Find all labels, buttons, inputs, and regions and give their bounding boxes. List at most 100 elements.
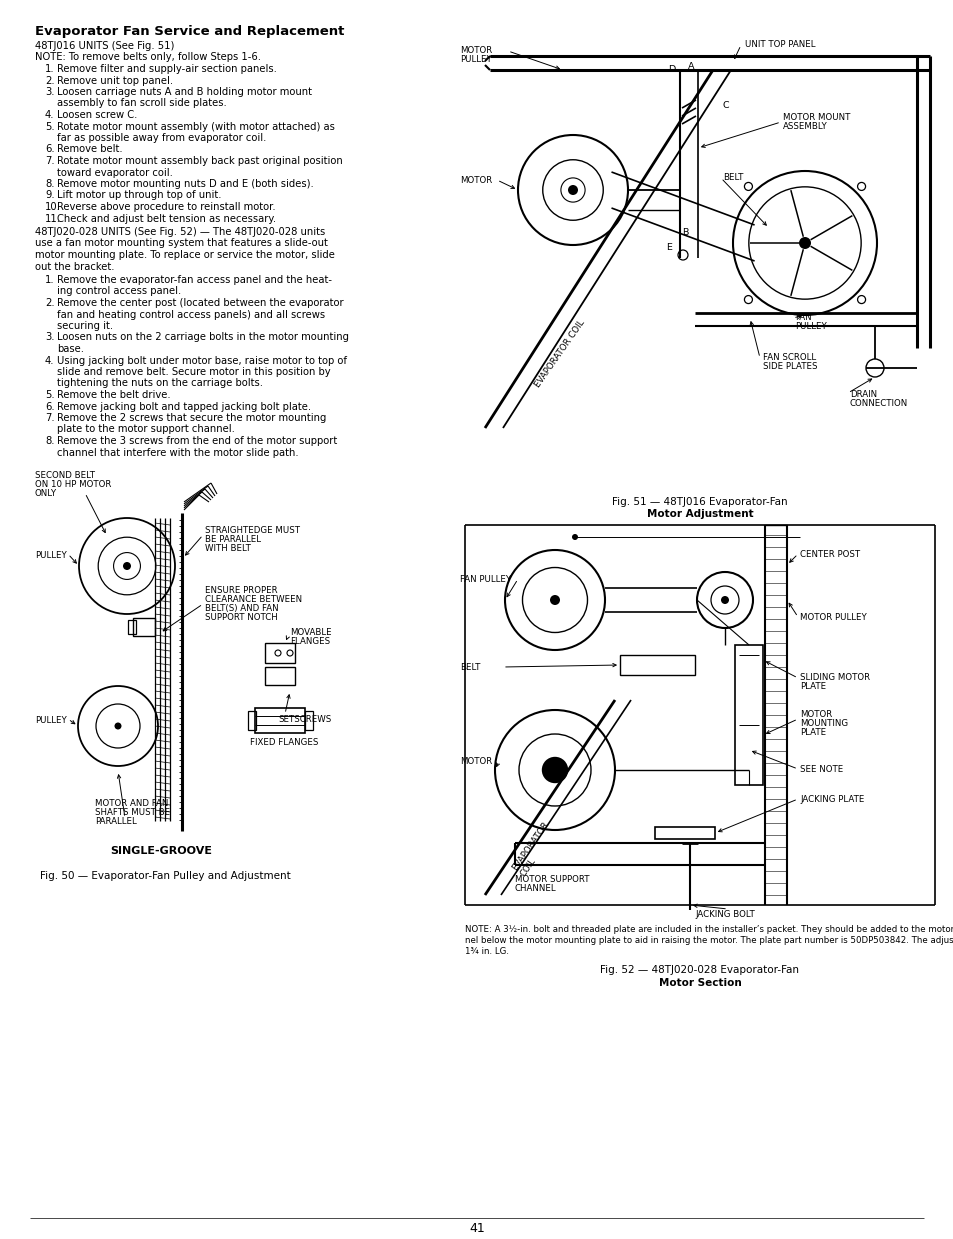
- Text: Using jacking bolt under motor base, raise motor to top of: Using jacking bolt under motor base, rai…: [57, 356, 347, 366]
- Text: MOTOR PULLEY: MOTOR PULLEY: [800, 613, 866, 622]
- Text: Remove belt.: Remove belt.: [57, 145, 123, 155]
- Text: 6.: 6.: [45, 401, 54, 411]
- Text: 4.: 4.: [45, 356, 54, 366]
- Text: JACKING BOLT: JACKING BOLT: [695, 909, 754, 919]
- Text: Remove the 3 screws from the end of the motor support: Remove the 3 screws from the end of the …: [57, 436, 337, 446]
- Text: FAN SCROLL: FAN SCROLL: [762, 353, 815, 362]
- Text: base.: base.: [57, 344, 84, 354]
- Circle shape: [567, 185, 578, 195]
- Text: Remove the evaporator-fan access panel and the heat-: Remove the evaporator-fan access panel a…: [57, 275, 332, 285]
- Text: tightening the nuts on the carriage bolts.: tightening the nuts on the carriage bolt…: [57, 378, 263, 389]
- Text: NOTE: To remove belts only, follow Steps 1-6.: NOTE: To remove belts only, follow Steps…: [35, 52, 261, 62]
- Text: Loosen carriage nuts A and B holding motor mount: Loosen carriage nuts A and B holding mot…: [57, 87, 312, 97]
- Text: SUPPORT NOTCH: SUPPORT NOTCH: [205, 613, 277, 622]
- Text: 10.: 10.: [45, 202, 61, 212]
- Text: Remove the 2 screws that secure the motor mounting: Remove the 2 screws that secure the moto…: [57, 413, 326, 422]
- Text: 8.: 8.: [45, 436, 54, 446]
- Text: Reverse above procedure to reinstall motor.: Reverse above procedure to reinstall mot…: [57, 202, 275, 212]
- Text: Fig. 51 — 48TJ016 Evaporator-Fan: Fig. 51 — 48TJ016 Evaporator-Fan: [612, 497, 787, 507]
- Text: WITH BELT: WITH BELT: [205, 544, 251, 553]
- Bar: [254, 707, 305, 733]
- Text: E: E: [665, 243, 671, 252]
- Bar: [305, 711, 313, 730]
- Text: SINGLE-GROOVE: SINGLE-GROOVE: [110, 846, 212, 856]
- Text: 9.: 9.: [45, 191, 54, 201]
- Text: Check and adjust belt tension as necessary.: Check and adjust belt tension as necessa…: [57, 213, 275, 223]
- Circle shape: [541, 757, 568, 783]
- Text: 3.: 3.: [45, 87, 54, 97]
- Text: out the bracket.: out the bracket.: [35, 261, 114, 271]
- Text: FIXED FLANGES: FIXED FLANGES: [250, 738, 318, 747]
- Text: ASSEMBLY: ASSEMBLY: [782, 121, 827, 131]
- Text: 5.: 5.: [45, 121, 54, 131]
- Bar: [248, 711, 255, 730]
- Text: 11.: 11.: [45, 213, 61, 223]
- Text: SHAFTS MUST BE: SHAFTS MUST BE: [95, 808, 170, 817]
- Text: Fig. 52 — 48TJ020-028 Evaporator-Fan: Fig. 52 — 48TJ020-028 Evaporator-Fan: [599, 965, 799, 975]
- Text: PULLEY: PULLEY: [35, 551, 67, 560]
- Text: toward evaporator coil.: toward evaporator coil.: [57, 167, 172, 177]
- Text: BELT(S) AND FAN: BELT(S) AND FAN: [205, 603, 278, 613]
- Text: 1¾ in. LG.: 1¾ in. LG.: [464, 947, 509, 957]
- Bar: [132, 618, 154, 636]
- Text: SIDE PLATES: SIDE PLATES: [762, 362, 817, 370]
- Text: SETSCREWS: SETSCREWS: [277, 715, 331, 724]
- Circle shape: [720, 596, 728, 603]
- Circle shape: [550, 595, 559, 605]
- Text: MOTOR AND FAN: MOTOR AND FAN: [95, 799, 168, 808]
- Text: Lift motor up through top of unit.: Lift motor up through top of unit.: [57, 191, 221, 201]
- Text: Remove filter and supply-air section panels.: Remove filter and supply-air section pan…: [57, 64, 276, 74]
- Text: MOTOR: MOTOR: [459, 757, 492, 766]
- Text: far as possible away from evaporator coil.: far as possible away from evaporator coi…: [57, 133, 266, 142]
- Text: DRAIN: DRAIN: [849, 390, 876, 399]
- Text: EVAPORATOR
COIL: EVAPORATOR COIL: [510, 820, 558, 878]
- Text: JACKING PLATE: JACKING PLATE: [800, 795, 863, 804]
- Text: PULLEY: PULLEY: [794, 322, 826, 331]
- Text: 7.: 7.: [45, 413, 54, 422]
- Text: ing control access panel.: ing control access panel.: [57, 286, 181, 296]
- Text: 2.: 2.: [45, 299, 54, 309]
- Circle shape: [114, 722, 121, 730]
- Text: CONNECTION: CONNECTION: [849, 399, 907, 408]
- Text: 1.: 1.: [45, 275, 54, 285]
- Text: BE PARALLEL: BE PARALLEL: [205, 535, 261, 544]
- Text: SLIDING MOTOR: SLIDING MOTOR: [800, 673, 869, 681]
- Text: Remove jacking bolt and tapped jacking bolt plate.: Remove jacking bolt and tapped jacking b…: [57, 401, 311, 411]
- Bar: [265, 643, 294, 663]
- Text: 5.: 5.: [45, 390, 54, 400]
- Text: EVAPORATOR COIL: EVAPORATOR COIL: [533, 318, 586, 389]
- Text: 48TJ016 UNITS (See Fig. 51): 48TJ016 UNITS (See Fig. 51): [35, 41, 174, 51]
- Text: NOTE: A 3½-in. bolt and threaded plate are included in the installer’s packet. T: NOTE: A 3½-in. bolt and threaded plate a…: [464, 926, 953, 934]
- Text: securing it.: securing it.: [57, 321, 113, 331]
- Text: STRAIGHTEDGE MUST: STRAIGHTEDGE MUST: [205, 527, 299, 535]
- Text: FAN: FAN: [794, 313, 811, 322]
- Text: nel below the motor mounting plate to aid in raising the motor. The plate part n: nel below the motor mounting plate to ai…: [464, 935, 953, 945]
- Circle shape: [123, 563, 131, 570]
- Text: Rotate motor mount assembly back past original position: Rotate motor mount assembly back past or…: [57, 156, 342, 166]
- Text: Remove the belt drive.: Remove the belt drive.: [57, 390, 171, 400]
- Text: 6.: 6.: [45, 145, 54, 155]
- Text: Remove motor mounting nuts D and E (both sides).: Remove motor mounting nuts D and E (both…: [57, 178, 314, 190]
- Text: MOTOR: MOTOR: [800, 710, 831, 719]
- Text: 1.: 1.: [45, 64, 54, 74]
- Text: Fig. 50 — Evaporator-Fan Pulley and Adjustment: Fig. 50 — Evaporator-Fan Pulley and Adju…: [40, 871, 291, 881]
- Text: C: C: [722, 102, 729, 110]
- Text: 41: 41: [469, 1222, 484, 1235]
- Text: Motor Section: Motor Section: [658, 978, 740, 987]
- Text: PLATE: PLATE: [800, 681, 825, 691]
- Text: 7.: 7.: [45, 156, 54, 166]
- Text: Loosen screw C.: Loosen screw C.: [57, 110, 137, 120]
- Text: BELT: BELT: [722, 173, 742, 182]
- Text: 3.: 3.: [45, 332, 54, 342]
- Bar: [734, 646, 762, 786]
- Text: fan and heating control access panels) and all screws: fan and heating control access panels) a…: [57, 310, 325, 320]
- Text: CENTER POST: CENTER POST: [800, 550, 860, 559]
- Circle shape: [799, 237, 810, 249]
- Text: plate to the motor support channel.: plate to the motor support channel.: [57, 425, 234, 435]
- Text: use a fan motor mounting system that features a slide-out: use a fan motor mounting system that fea…: [35, 238, 328, 249]
- Text: Remove unit top panel.: Remove unit top panel.: [57, 76, 172, 85]
- Text: CHANNEL: CHANNEL: [515, 883, 556, 893]
- Text: UNIT TOP PANEL: UNIT TOP PANEL: [744, 40, 815, 50]
- Text: MOTOR: MOTOR: [459, 46, 492, 55]
- Text: A: A: [687, 62, 694, 71]
